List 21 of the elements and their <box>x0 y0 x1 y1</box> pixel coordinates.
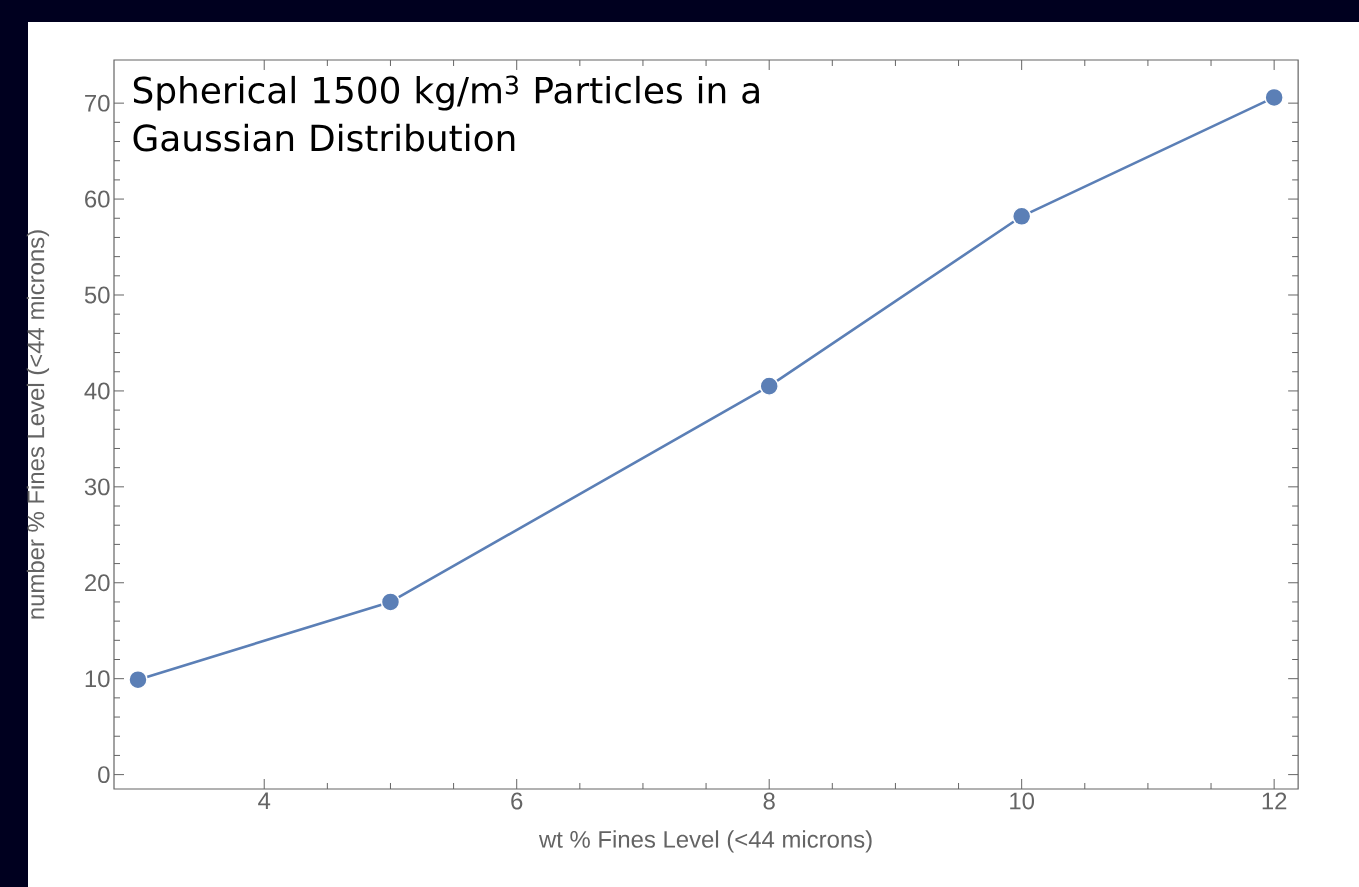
y-axis-title: number % Fines Level (<44 microns) <box>26 230 50 619</box>
y-tick-label: 20 <box>85 574 110 592</box>
y-tick-label: 50 <box>84 286 110 304</box>
point <box>759 376 779 396</box>
x-tick-label: 4 <box>258 792 271 809</box>
point <box>380 592 401 612</box>
x-tick-label: 12 <box>1262 792 1287 810</box>
x-tick-label: 6 <box>511 792 523 810</box>
y-tick-label: 30 <box>84 478 110 496</box>
point <box>128 669 148 690</box>
x-tick-label: 8 <box>763 792 775 810</box>
y-tick-label: 10 <box>85 670 110 688</box>
y-tick-label: 0 <box>98 766 110 784</box>
x-tick-label: 10 <box>1010 792 1035 810</box>
text: Spherical 1500 kg/m$^{3}$ Particles in a Gaussian Distribution <box>133 75 759 152</box>
point <box>1264 87 1284 108</box>
x-axis-title: wt % Fines Level (<44 microns) <box>538 830 872 853</box>
y-tick-label: 70 <box>85 94 110 112</box>
y-tick-label: 40 <box>84 382 110 400</box>
y-tick-label: 60 <box>85 190 110 208</box>
point <box>1011 206 1032 227</box>
